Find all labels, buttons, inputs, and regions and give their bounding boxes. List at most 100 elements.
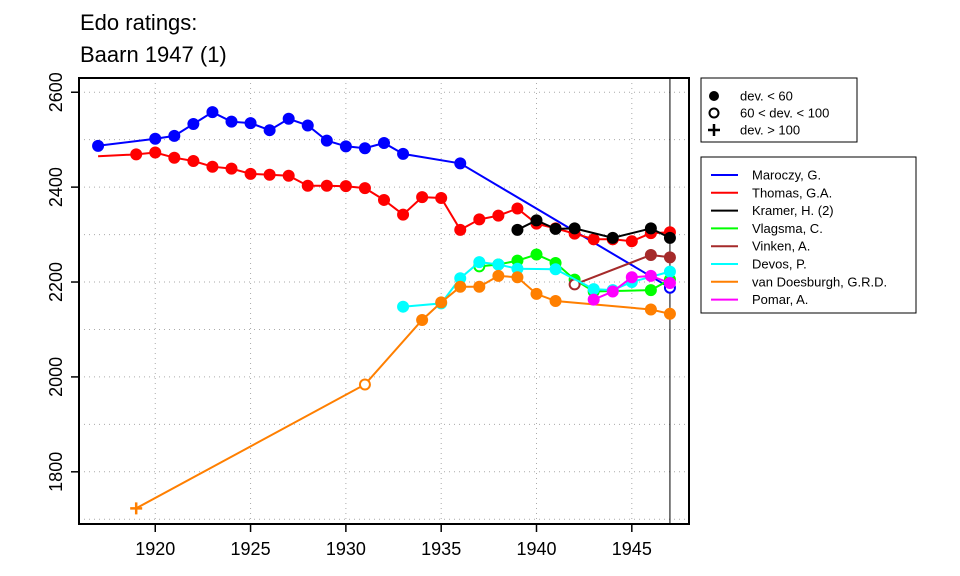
series-thomas-g-a-point <box>168 151 181 164</box>
series-van-doesburgh-g-r-d-point <box>416 313 429 326</box>
series-layer <box>92 106 676 515</box>
series-devos-p-point <box>397 300 410 313</box>
series-thomas-g-a-point <box>473 213 486 226</box>
series-thomas-g-a-point <box>339 180 352 193</box>
series-thomas-g-a-point <box>435 192 448 205</box>
series-maroczy-g-point <box>244 117 257 130</box>
series-maroczy-g-point <box>282 112 295 125</box>
legend-item-maroczy-g: Maroczy, G. <box>711 168 821 183</box>
series-thomas-g-a-point <box>358 182 371 195</box>
legend-label: Vinken, A. <box>752 239 810 254</box>
series-van-doesburgh-g-r-d-point <box>549 295 562 307</box>
series-maroczy-g-point <box>339 140 352 153</box>
legend-label: van Doesburgh, G.R.D. <box>752 274 887 289</box>
series-devos-p-point <box>587 283 600 296</box>
y-tick-label: 1800 <box>46 452 66 492</box>
chart-title-line-2: Baarn 1947 (1) <box>80 42 227 67</box>
series-thomas-g-a-point <box>225 162 238 175</box>
series-maroczy-g-point <box>168 129 181 142</box>
legend-item-thomas-g-a: Thomas, G.A. <box>711 185 832 200</box>
series-thomas-g-a-point <box>244 167 257 180</box>
y-tick-label: 2200 <box>46 262 66 302</box>
series-pomar-a-point <box>606 285 619 298</box>
legend-item-kramer-h-2: Kramer, H. (2) <box>711 203 834 218</box>
series-thomas-g-a-point <box>492 209 505 222</box>
series-thomas-g-a-point <box>397 208 410 221</box>
series-maroczy-g <box>92 106 676 294</box>
series-maroczy-g-point <box>320 134 333 147</box>
series-van-doesburgh-g-r-d-point <box>492 269 505 282</box>
series-vlagsma-c-point <box>644 284 657 297</box>
series-van-doesburgh-g-r-d-point <box>644 303 657 316</box>
series-thomas-g-a-point <box>301 179 314 192</box>
series-van-doesburgh-g-r-d-point <box>435 296 448 309</box>
series-vinken-a-point <box>644 248 657 261</box>
series-pomar-a-point <box>625 271 638 284</box>
legend-label: Maroczy, G. <box>752 168 821 183</box>
series-thomas-g-a-point <box>187 155 200 168</box>
series-kramer-h-2-point <box>568 222 581 235</box>
series-van-doesburgh-g-r-d <box>130 269 676 515</box>
series-vlagsma-c-point <box>530 248 543 261</box>
series-kramer-h-2-point <box>530 214 543 227</box>
marker-legend-symbol <box>709 91 719 101</box>
series-kramer-h-2 <box>511 214 676 244</box>
legend-label: Vlagsma, C. <box>752 221 823 236</box>
series-maroczy-g-point <box>187 118 200 131</box>
series-maroczy-g-point <box>301 119 314 132</box>
series-kramer-h-2-point <box>644 222 657 235</box>
series-thomas-g-a-point <box>587 233 600 246</box>
y-tick-label: 2000 <box>46 357 66 397</box>
series-van-doesburgh-g-r-d-point <box>530 287 543 300</box>
series-maroczy-g-point <box>92 139 105 152</box>
series-van-doesburgh-g-r-d-point <box>511 271 524 284</box>
marker-legend-label: dev. > 100 <box>740 123 800 138</box>
legend-item-pomar-a: Pomar, A. <box>711 292 808 307</box>
series-devos-p-point <box>549 263 562 276</box>
series-vinken-a-point <box>663 251 676 264</box>
marker-legend-symbol <box>708 107 720 119</box>
y-tick-label: 2600 <box>46 72 66 112</box>
marker-legend-symbol <box>708 124 720 136</box>
x-tick-label: 1945 <box>612 539 652 559</box>
marker-legend: dev. < 60 60 < dev. < 100 dev. > 100 <box>700 77 858 143</box>
marker-legend-item: 60 < dev. < 100 <box>708 106 829 121</box>
series-thomas-g-a-point <box>282 169 295 182</box>
series-maroczy-g-point <box>149 132 162 145</box>
legend-label: Kramer, H. (2) <box>752 203 834 218</box>
series-thomas-g-a-point <box>454 223 467 236</box>
series-thomas-g-a-point <box>378 193 390 206</box>
chart-title-line-1: Edo ratings: <box>80 10 197 35</box>
series-kramer-h-2-point <box>663 231 676 244</box>
series-pomar-a <box>587 269 676 306</box>
series-thomas-g-a-point <box>416 191 429 204</box>
series-maroczy-g-point <box>454 157 467 170</box>
series-legend: Maroczy, G. Thomas, G.A. Kramer, H. (2) Vla… <box>700 156 917 314</box>
series-van-doesburgh-g-r-d-line <box>135 274 671 510</box>
series-devos-p-point <box>492 258 505 271</box>
series-maroczy-g-point <box>206 106 219 119</box>
x-tick-label: 1920 <box>135 539 175 559</box>
marker-legend-label: 60 < dev. < 100 <box>740 106 829 121</box>
series-pomar-a-point <box>644 269 657 282</box>
series-kramer-h-2-point <box>549 222 562 235</box>
plot-border <box>78 77 690 525</box>
x-tick-label: 1940 <box>516 539 556 559</box>
series-thomas-g-a-point <box>320 179 333 192</box>
series-thomas-g-a-point <box>149 146 162 159</box>
legend-item-devos-p: Devos, P. <box>711 257 807 272</box>
legend-label: Devos, P. <box>752 257 807 272</box>
series-vinken-a <box>568 248 676 291</box>
y-tick-label: 2400 <box>46 167 66 207</box>
series-van-doesburgh-g-r-d-point <box>663 307 676 320</box>
series-maroczy-g-point <box>225 115 238 128</box>
marker-legend-item: dev. > 100 <box>708 123 800 138</box>
series-pomar-a-point <box>587 293 600 306</box>
series-thomas-g-a-point <box>206 160 219 173</box>
series-kramer-h-2-point <box>606 231 619 244</box>
series-thomas-g-a-point <box>625 235 638 248</box>
series-legend-box <box>700 156 917 314</box>
series-thomas-g-a-point <box>263 168 276 181</box>
series-van-doesburgh-g-r-d-point <box>454 280 467 293</box>
